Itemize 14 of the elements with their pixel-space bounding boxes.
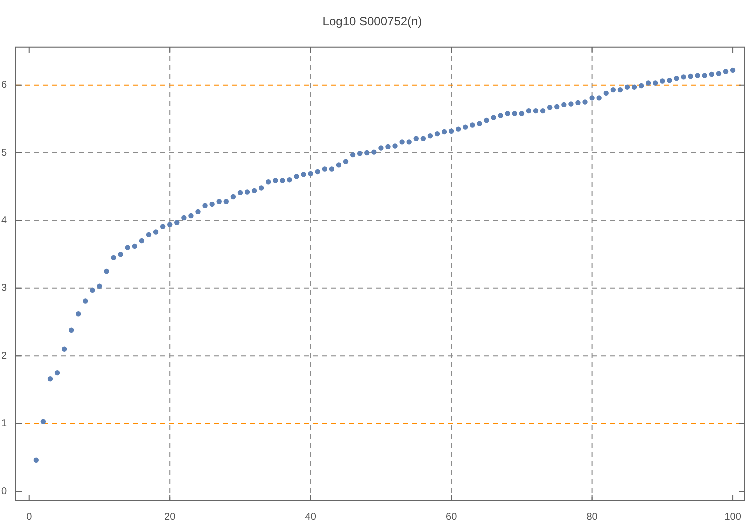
y-tick-label: 3 bbox=[1, 283, 8, 294]
chart-title: Log10 S000752(n) bbox=[322, 14, 422, 29]
y-tick-label: 1 bbox=[1, 418, 8, 430]
y-tick-label: 6 bbox=[1, 80, 8, 92]
y-tick-label: 2 bbox=[1, 350, 8, 362]
y-tick-label: 4 bbox=[1, 215, 8, 226]
x-tick-label: 40 bbox=[305, 512, 317, 523]
x-tick-label: 80 bbox=[586, 512, 598, 523]
y-tick-label: 5 bbox=[1, 148, 8, 159]
x-tick-label: 20 bbox=[164, 512, 176, 523]
x-tick-label: 100 bbox=[724, 512, 742, 523]
x-tick-label: 0 bbox=[26, 512, 33, 523]
y-tick-label: 0 bbox=[1, 486, 8, 498]
x-tick-label: 60 bbox=[446, 512, 458, 523]
